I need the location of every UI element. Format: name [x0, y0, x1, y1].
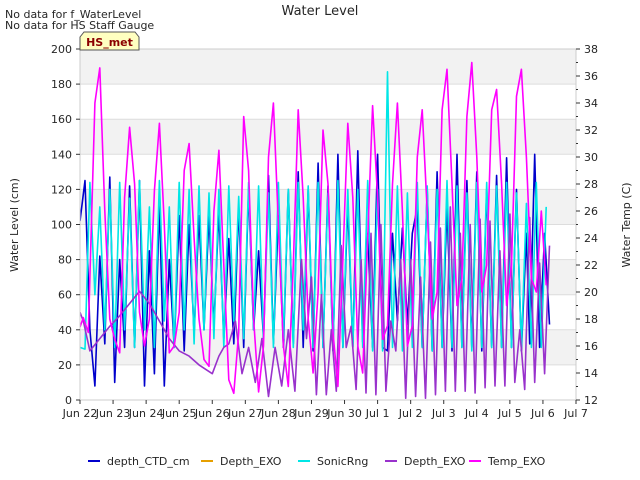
x-tick-label: Jul 4 [464, 407, 489, 420]
station-badge-label: HS_met [86, 36, 133, 49]
y-left-tick-label: 60 [58, 289, 72, 302]
y-left-tick-label: 200 [51, 43, 72, 56]
y-left-tick-label: 140 [51, 148, 72, 161]
y-right-tick-label: 12 [584, 394, 598, 407]
y-right-tick-label: 16 [584, 340, 598, 353]
y-right-tick-label: 18 [584, 313, 598, 326]
left-y-axis: 0 20 40 60 80 100 120 140 160 180 200 [51, 43, 80, 407]
x-tick-label: Jun 23 [95, 407, 131, 420]
y-right-tick-label: 34 [584, 97, 598, 110]
x-tick-label: Jul 7 [563, 407, 588, 420]
y-right-tick-label: 32 [584, 124, 598, 137]
y-right-tick-label: 38 [584, 43, 598, 56]
x-tick-label: Jul 3 [431, 407, 456, 420]
legend-label: Depth_EXO [220, 455, 282, 468]
x-tick-label: Jun 25 [161, 407, 197, 420]
x-tick-label: Jun 30 [326, 407, 362, 420]
x-tick-label: Jul 2 [398, 407, 423, 420]
x-tick-label: Jun 27 [227, 407, 263, 420]
x-tick-label: Jul 1 [365, 407, 390, 420]
y-left-tick-label: 20 [58, 359, 72, 372]
y-left-tick-label: 0 [65, 394, 72, 407]
note-no-staff-gauge: No data for HS Staff Gauge [5, 19, 154, 32]
x-tick-label: Jun 26 [194, 407, 230, 420]
legend-label: Temp_EXO [487, 455, 546, 468]
y-right-tick-label: 30 [584, 151, 598, 164]
right-y-axis: 12 14 16 18 20 22 24 26 28 30 32 34 36 38 [576, 43, 598, 407]
y-left-tick-label: 180 [51, 78, 72, 91]
series-layer [80, 61, 551, 400]
y-right-tick-label: 28 [584, 178, 598, 191]
y-right-tick-label: 36 [584, 70, 598, 83]
plot-band [80, 49, 576, 85]
y-left-tick-label: 80 [58, 254, 72, 267]
y-right-tick-label: 14 [584, 367, 598, 380]
x-tick-label: Jul 6 [530, 407, 555, 420]
plot-band [80, 119, 576, 155]
plot-band [80, 84, 576, 120]
y-right-tick-label: 24 [584, 232, 598, 245]
plot-band [80, 224, 576, 260]
legend-label: Depth_EXO [404, 455, 466, 468]
x-tick-label: Jun 28 [260, 407, 296, 420]
x-tick-label: Jun 22 [62, 407, 98, 420]
y-right-tick-label: 22 [584, 259, 598, 272]
x-tick-label: Jun 29 [293, 407, 329, 420]
legend-label: SonicRng [317, 455, 368, 468]
y-right-tick-label: 26 [584, 205, 598, 218]
y-left-tick-label: 160 [51, 113, 72, 126]
legend: depth_CTD_cm Depth_EXO SonicRng Depth_EXO Te… [88, 455, 546, 468]
x-tick-label: Jun 24 [128, 407, 164, 420]
station-badge: HS_met [79, 31, 140, 51]
y-right-tick-label: 20 [584, 286, 598, 299]
y-left-tick-label: 40 [58, 324, 72, 337]
legend-label: depth_CTD_cm [107, 455, 190, 468]
x-tick-label: Jul 5 [497, 407, 522, 420]
y-axis-right-label: Water Temp (C) [620, 182, 633, 267]
y-left-tick-label: 120 [51, 183, 72, 196]
station-badge-shape [79, 31, 140, 51]
y-axis-left-label: Water Level (cm) [8, 178, 21, 272]
series-line-temp-exo-temp [80, 61, 547, 395]
series-line-sonicrng [80, 71, 547, 352]
chart-title: Water Level [282, 4, 359, 19]
y-left-tick-label: 100 [51, 219, 72, 232]
note-no-waterlevel: No data for f_WaterLevel [5, 8, 141, 21]
series-line-depth-exo [80, 206, 551, 400]
